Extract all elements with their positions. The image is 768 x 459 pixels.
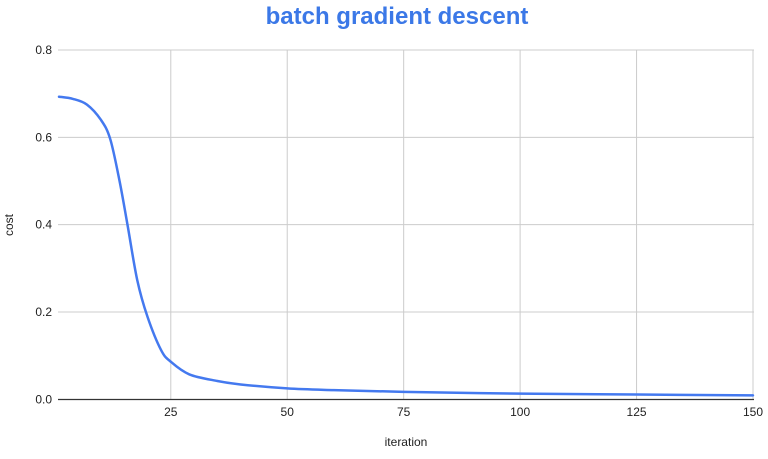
x-axis-ticks: 25 50 75 100 125 150 — [164, 405, 763, 419]
y-tick-label: 0.8 — [35, 43, 52, 57]
x-tick-label: 100 — [510, 405, 530, 419]
x-tick-label: 75 — [397, 405, 411, 419]
y-tick-label: 0.0 — [35, 392, 52, 406]
y-tick-label: 0.2 — [35, 305, 52, 319]
y-tick-label: 0.6 — [35, 130, 52, 144]
x-tick-label: 50 — [281, 405, 295, 419]
x-axis-label: iteration — [385, 435, 428, 449]
y-tick-label: 0.4 — [35, 218, 52, 232]
x-tick-label: 125 — [627, 405, 647, 419]
grid — [58, 49, 754, 400]
x-tick-label: 150 — [743, 405, 763, 419]
y-axis-label: cost — [2, 213, 16, 236]
cost-series-line — [57, 95, 755, 397]
chart-title: batch gradient descent — [266, 3, 529, 30]
y-axis-ticks: 0.0 0.2 0.4 0.6 0.8 — [35, 43, 52, 406]
x-tick-label: 25 — [164, 405, 178, 419]
